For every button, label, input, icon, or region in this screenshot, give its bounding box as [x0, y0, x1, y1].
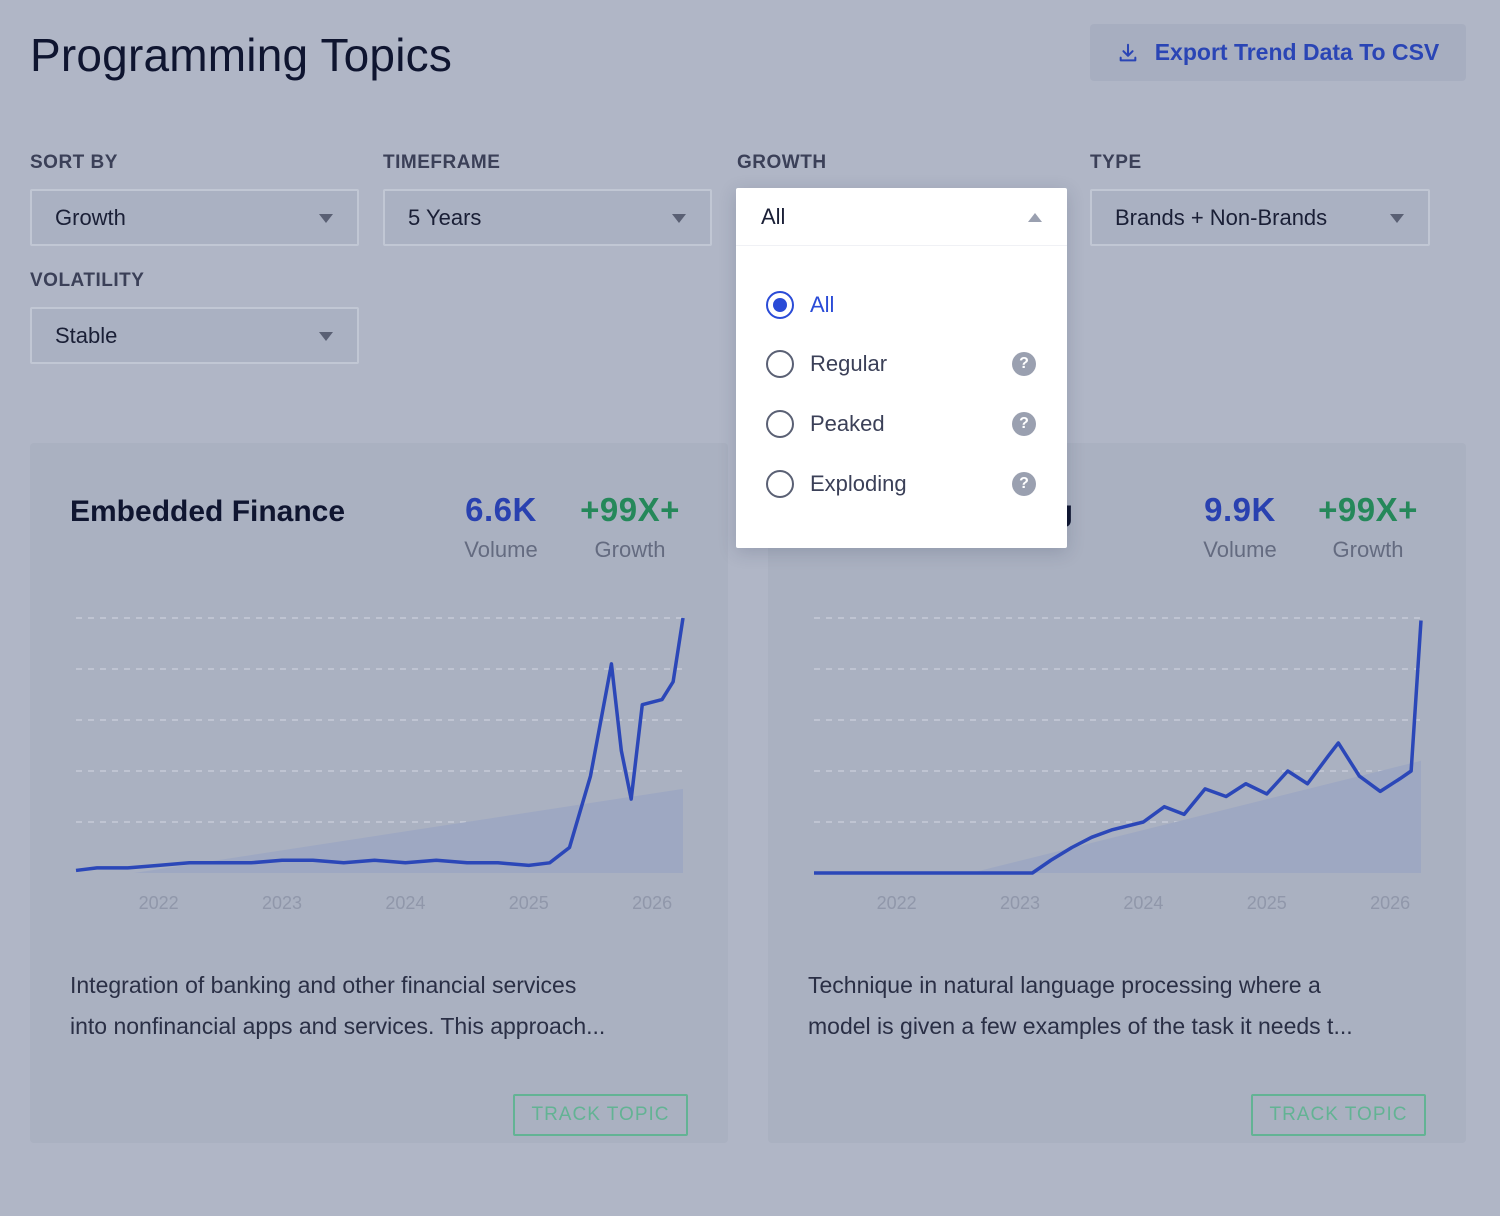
volume-value: 9.9K: [1204, 491, 1276, 528]
option-label: All: [810, 292, 835, 317]
x-tick-label: 2026: [1370, 893, 1410, 913]
growth-metric: +99X+ Growth: [570, 491, 690, 563]
x-tick-label: 2023: [1000, 893, 1040, 913]
volatility-select[interactable]: Stable: [30, 307, 359, 364]
trend-area: [970, 760, 1421, 873]
growth-label: Growth: [1332, 537, 1404, 562]
growth-option-regular[interactable]: Regular ?: [766, 346, 1036, 382]
export-csv-label: Export Trend Data To CSV: [1154, 39, 1440, 65]
chevron-down-icon: [1390, 214, 1404, 223]
growth-metric: +99X+ Growth: [1308, 491, 1428, 563]
description-line: Technique in natural language processing…: [808, 972, 1321, 998]
x-tick-label: 2022: [139, 893, 179, 913]
option-label: Regular: [810, 351, 888, 376]
topic-card[interactable]: Embedded Finance 6.6K Volume +99X+ Growt…: [30, 443, 728, 1143]
trend-area: [133, 788, 683, 873]
timeframe-label: TIMEFRAME: [383, 152, 501, 173]
x-tick-label: 2025: [509, 893, 549, 913]
growth-select[interactable]: All: [736, 188, 1067, 246]
x-tick-label: 2023: [262, 893, 302, 913]
type-value: Brands + Non-Brands: [1115, 204, 1328, 230]
track-topic-button[interactable]: TRACK TOPIC: [513, 1094, 688, 1136]
volume-value: 6.6K: [465, 491, 537, 528]
x-tick-label: 2026: [632, 893, 672, 913]
sort-by-value: Growth: [55, 204, 126, 230]
chevron-down-icon: [319, 332, 333, 341]
chevron-up-icon: [1028, 213, 1042, 222]
export-csv-button[interactable]: Export Trend Data To CSV: [1090, 24, 1466, 81]
help-icon[interactable]: ?: [1012, 352, 1036, 376]
radio-checked-icon[interactable]: [766, 291, 794, 319]
topic-description: Technique in natural language processing…: [808, 965, 1428, 1047]
x-tick-label: 2022: [877, 893, 917, 913]
option-label: Peaked: [810, 411, 885, 436]
description-line: into nonfinancial apps and services. Thi…: [70, 1013, 606, 1039]
track-topic-button[interactable]: TRACK TOPIC: [1251, 1094, 1426, 1136]
timeframe-value: 5 Years: [408, 204, 482, 230]
description-line: Integration of banking and other financi…: [70, 972, 577, 998]
volatility-label: VOLATILITY: [30, 270, 145, 291]
x-tick-label: 2024: [1123, 893, 1163, 913]
series-line: [75, 617, 685, 873]
trend-chart: 2022 2023 2024 2025 2026: [814, 617, 1423, 913]
type-label: TYPE: [1090, 152, 1142, 173]
growth-option-peaked[interactable]: Peaked ?: [766, 406, 1036, 442]
sort-by-label: SORT BY: [30, 152, 118, 173]
growth-value: +99X+: [1318, 491, 1418, 528]
trend-chart: 2022 2023 2024 2025 2026: [75, 617, 685, 913]
growth-value: All: [761, 203, 786, 229]
sort-by-select[interactable]: Growth: [30, 189, 359, 246]
volume-metric: 9.9K Volume: [1190, 491, 1290, 563]
topic-title: Embedded Finance: [70, 495, 346, 528]
series-line: [814, 620, 1423, 875]
radio-unchecked-icon[interactable]: [766, 350, 794, 378]
download-icon: [1119, 43, 1137, 61]
chevron-down-icon: [319, 214, 333, 223]
growth-label: Growth: [594, 537, 666, 562]
growth-option-exploding[interactable]: Exploding ?: [766, 466, 1036, 502]
growth-dropdown[interactable]: All All Regular ? Peaked ? Exploding ?: [736, 188, 1067, 548]
topic-description: Integration of banking and other financi…: [70, 965, 690, 1047]
growth-label: GROWTH: [737, 152, 827, 173]
radio-unchecked-icon[interactable]: [766, 470, 794, 498]
volume-label: Volume: [464, 537, 538, 562]
growth-option-all[interactable]: All: [766, 287, 1036, 323]
page-title: Programming Topics: [30, 29, 453, 81]
chevron-down-icon: [672, 214, 686, 223]
help-icon[interactable]: ?: [1012, 412, 1036, 436]
type-select[interactable]: Brands + Non-Brands: [1090, 189, 1430, 246]
volume-label: Volume: [1203, 537, 1277, 562]
volume-metric: 6.6K Volume: [451, 491, 551, 563]
x-tick-label: 2025: [1247, 893, 1287, 913]
volatility-value: Stable: [55, 322, 118, 348]
growth-value: +99X+: [580, 491, 680, 528]
radio-unchecked-icon[interactable]: [766, 410, 794, 438]
help-icon[interactable]: ?: [1012, 472, 1036, 496]
topic-card[interactable]: ing 9.9K Volume +99X+ Growth 20222023202…: [768, 443, 1466, 1143]
timeframe-select[interactable]: 5 Years: [383, 189, 712, 246]
option-label: Exploding: [810, 471, 907, 496]
description-line: model is given a few examples of the tas…: [808, 1013, 1353, 1039]
x-tick-label: 2024: [385, 893, 425, 913]
